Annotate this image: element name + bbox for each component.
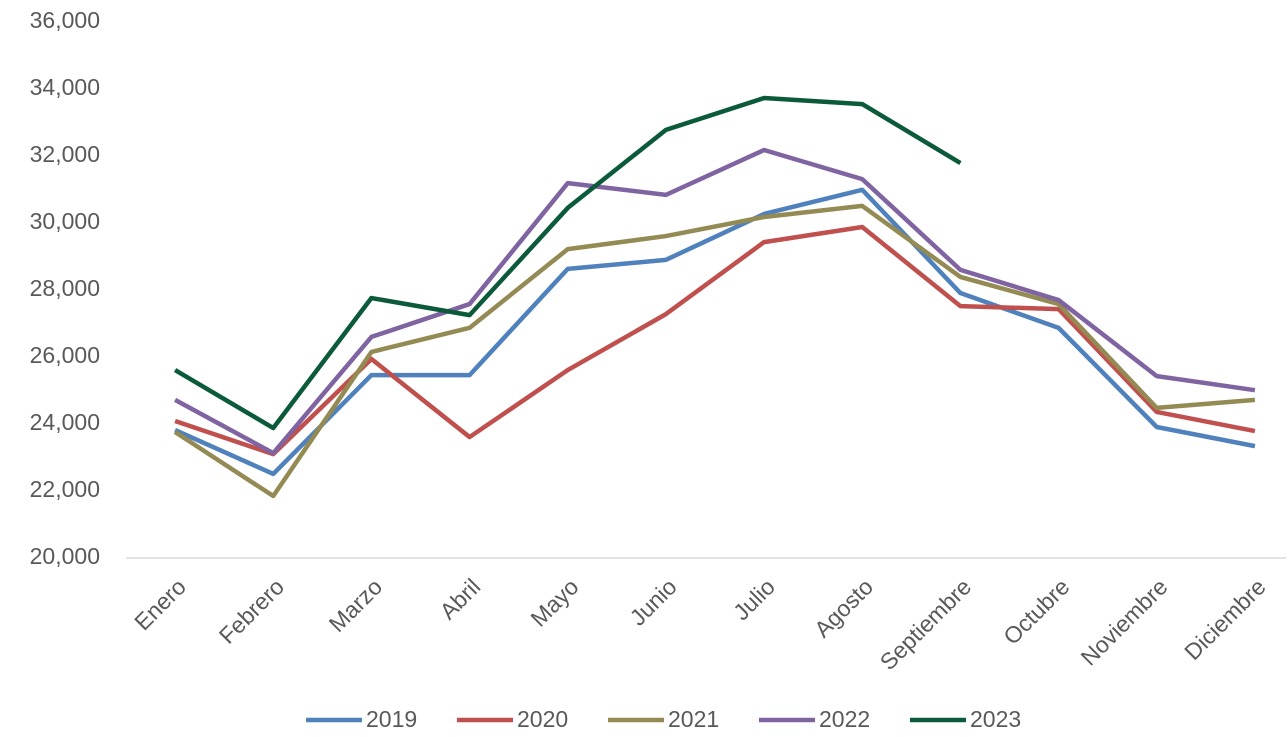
- x-tick-label: Noviembre: [1076, 573, 1173, 670]
- x-tick-label: Octubre: [998, 573, 1074, 649]
- series-line: [173, 95, 962, 431]
- legend-label: 2021: [668, 706, 719, 732]
- x-tick-label: Marzo: [324, 573, 388, 637]
- y-tick-label: 36,000: [30, 7, 100, 33]
- y-tick-label: 26,000: [30, 342, 100, 368]
- legend-label: 2020: [517, 706, 568, 732]
- x-tick-label: Enero: [129, 573, 191, 635]
- x-tick-label: Febrero: [214, 573, 289, 648]
- y-tick-label: 34,000: [30, 74, 100, 100]
- x-tick-label: Agosto: [809, 573, 878, 642]
- y-tick-label: 28,000: [30, 275, 100, 301]
- series-line: [174, 187, 1256, 477]
- y-tick-label: 20,000: [30, 543, 100, 569]
- legend-label: 2022: [819, 706, 870, 732]
- x-tick-label: Septiembre: [875, 573, 977, 675]
- x-tick-label: Julio: [728, 573, 780, 625]
- legend-label: 2023: [970, 706, 1021, 732]
- x-tick-label: Abril: [434, 573, 485, 624]
- x-tick-label: Junio: [624, 573, 681, 630]
- y-tick-label: 24,000: [30, 409, 100, 435]
- y-tick-label: 32,000: [30, 141, 100, 167]
- series-line: [174, 147, 1256, 456]
- y-tick-label: 22,000: [30, 476, 100, 502]
- y-tick-label: 30,000: [30, 208, 100, 234]
- x-tick-label: Mayo: [525, 573, 583, 631]
- series-line: [173, 203, 1256, 499]
- x-tick-label: Diciembre: [1179, 573, 1271, 665]
- legend-label: 2019: [366, 706, 417, 732]
